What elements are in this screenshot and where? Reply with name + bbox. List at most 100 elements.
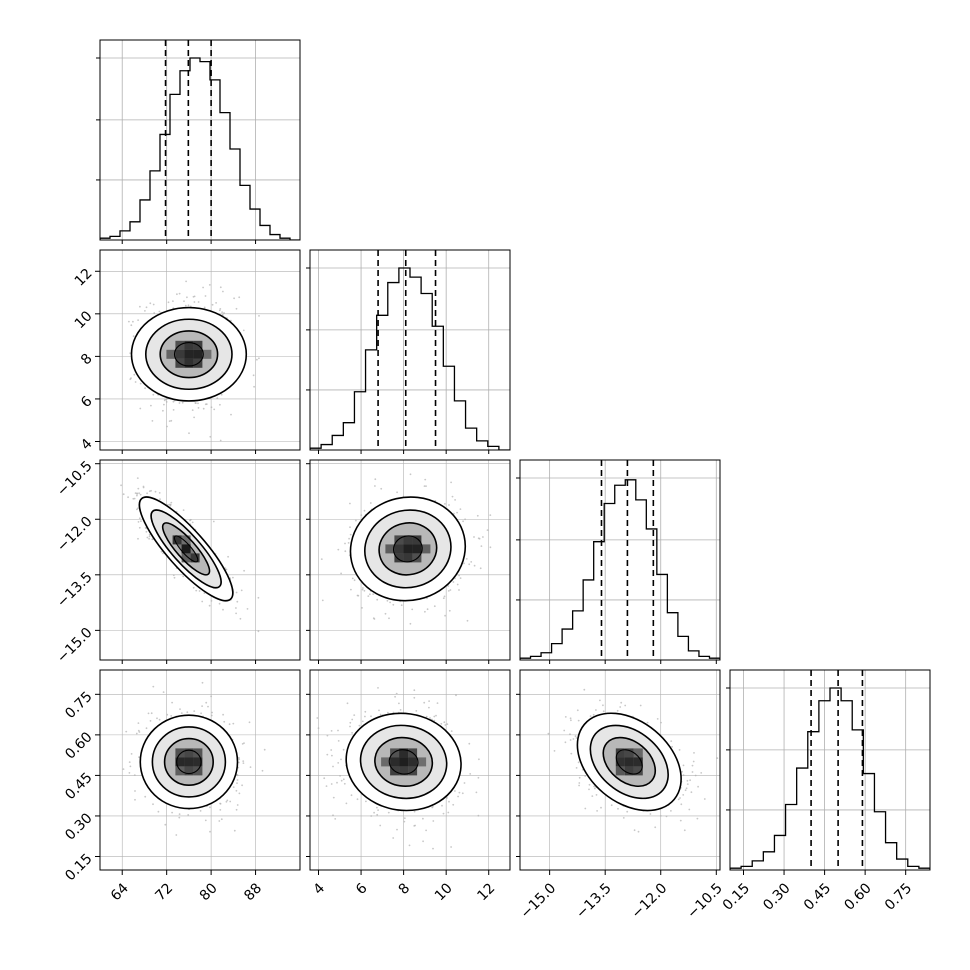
- scatter-point: [253, 385, 256, 388]
- scatter-point: [564, 741, 567, 744]
- scatter-point: [183, 300, 185, 303]
- scatter-point: [139, 305, 141, 308]
- scatter-point: [654, 826, 657, 829]
- panel-frame: [99, 249, 301, 451]
- y-tick-label: 0.15: [62, 851, 95, 884]
- scatter-point: [686, 783, 689, 785]
- scatter-panel-3-0: [99, 669, 301, 871]
- scatter-point: [362, 587, 364, 589]
- scatter-point: [233, 297, 236, 300]
- scatter-point: [340, 572, 342, 575]
- x-tick-label: −13.5: [573, 880, 615, 922]
- scatter-point: [238, 758, 241, 761]
- scatter-point: [691, 764, 694, 767]
- scatter-point: [396, 828, 398, 831]
- x-tick-label: 0.30: [760, 880, 793, 913]
- scatter-point: [682, 764, 685, 767]
- density-cell: [615, 766, 625, 776]
- panel-frame: [519, 669, 721, 871]
- scatter-point: [193, 710, 196, 712]
- scatter-point: [457, 795, 459, 798]
- scatter-point: [370, 815, 373, 817]
- scatter-point: [168, 420, 171, 422]
- scatter-point: [157, 810, 160, 813]
- scatter-panel-2-0: [99, 459, 301, 661]
- scatter-point: [685, 787, 688, 790]
- scatter-point: [480, 545, 483, 547]
- contour-line: [138, 496, 234, 602]
- scatter-point: [171, 811, 174, 814]
- scatter-point: [149, 720, 152, 722]
- scatter-point: [363, 509, 366, 512]
- scatter-point: [222, 290, 224, 293]
- y-tick-label: 4: [78, 436, 96, 454]
- scatter-point: [374, 478, 377, 481]
- scatter-point: [475, 791, 478, 794]
- histogram-step-3: [730, 687, 930, 870]
- contour-line: [615, 749, 643, 775]
- scatter-point: [569, 733, 571, 736]
- scatter-point: [386, 599, 389, 602]
- scatter-point: [432, 820, 435, 822]
- scatter-point: [578, 782, 581, 784]
- scatter-point: [130, 753, 133, 755]
- scatter-point: [458, 791, 461, 794]
- scatter-point: [331, 754, 333, 757]
- scatter-point: [447, 811, 450, 814]
- scatter-point: [591, 795, 594, 797]
- scatter-point: [138, 756, 140, 758]
- density-cell: [633, 766, 643, 776]
- scatter-point: [139, 407, 142, 410]
- scatter-point: [152, 303, 155, 306]
- scatter-point: [163, 403, 165, 406]
- density-cell: [193, 766, 203, 776]
- scatter-point: [428, 700, 430, 702]
- scatter-point: [353, 579, 356, 582]
- scatter-point: [681, 770, 683, 773]
- scatter-point: [454, 499, 456, 501]
- scatter-point: [232, 576, 234, 579]
- scatter-point: [152, 474, 154, 476]
- scatter-point: [203, 306, 206, 309]
- scatter-point: [158, 492, 161, 494]
- scatter-point: [337, 762, 340, 764]
- contour-line: [130, 306, 248, 402]
- scatter-point: [205, 403, 208, 405]
- scatter-point: [202, 286, 205, 289]
- scatter-point: [340, 758, 342, 761]
- scatter-point: [220, 393, 223, 396]
- scatter-point: [588, 788, 590, 791]
- scatter-point: [204, 819, 207, 822]
- scatter-point: [148, 533, 151, 536]
- scatter-point: [411, 608, 414, 611]
- density-cell: [394, 544, 404, 554]
- scatter-point: [134, 790, 136, 792]
- scatter-point: [374, 485, 376, 487]
- scatter-point: [373, 811, 375, 814]
- scatter-point: [191, 409, 194, 411]
- scatter-point: [172, 574, 175, 577]
- scatter-point: [132, 320, 134, 323]
- density-cell: [193, 748, 203, 758]
- scatter-point: [576, 709, 579, 712]
- scatter-point: [588, 783, 591, 786]
- scatter-point: [348, 537, 350, 540]
- scatter-point: [246, 608, 249, 610]
- scatter-point: [149, 302, 152, 305]
- scatter-point: [595, 709, 597, 711]
- scatter-point: [219, 802, 222, 805]
- scatter-point: [243, 569, 246, 572]
- density-cell: [408, 766, 418, 776]
- contour-line: [374, 736, 434, 787]
- scatter-point: [351, 577, 354, 580]
- scatter-point: [242, 760, 245, 762]
- scatter-point: [150, 404, 152, 407]
- scatter-point: [187, 814, 190, 816]
- scatter-point: [148, 490, 151, 493]
- scatter-point: [193, 416, 196, 419]
- scatter-point: [340, 779, 343, 782]
- scatter-point: [440, 722, 443, 725]
- scatter-point: [413, 696, 416, 699]
- scatter-point: [547, 732, 550, 735]
- scatter-point: [395, 692, 398, 695]
